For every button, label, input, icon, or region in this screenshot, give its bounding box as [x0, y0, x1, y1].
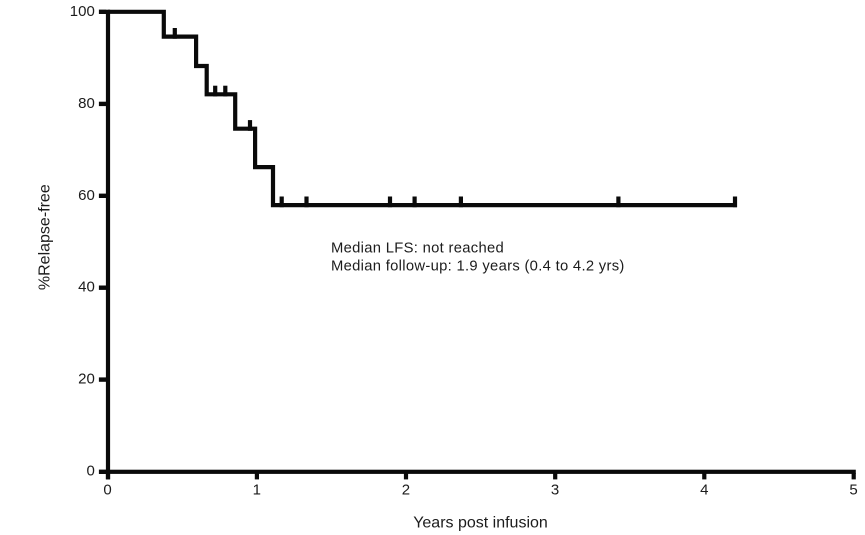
svg-text:40: 40	[78, 279, 95, 296]
svg-text:0: 0	[103, 482, 111, 499]
svg-text:100: 100	[70, 3, 95, 20]
svg-text:0: 0	[86, 463, 94, 480]
svg-text:Median follow-up: 1.9 years (0: Median follow-up: 1.9 years (0.4 to 4.2 …	[331, 258, 625, 274]
svg-text:80: 80	[78, 95, 95, 112]
svg-text:20: 20	[78, 371, 95, 388]
svg-text:Years post infusion: Years post infusion	[413, 515, 548, 532]
svg-text:2: 2	[402, 482, 410, 499]
svg-text:60: 60	[78, 187, 95, 204]
svg-text:3: 3	[551, 482, 559, 499]
svg-text:Median LFS: not reached: Median LFS: not reached	[331, 240, 504, 256]
svg-text:5: 5	[849, 482, 857, 499]
svg-text:1: 1	[253, 482, 261, 499]
svg-text:4: 4	[700, 482, 708, 499]
svg-text:%Relapse-free: %Relapse-free	[37, 184, 54, 290]
